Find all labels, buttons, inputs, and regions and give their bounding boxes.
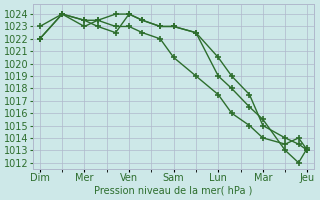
X-axis label: Pression niveau de la mer( hPa ): Pression niveau de la mer( hPa ) bbox=[94, 186, 253, 196]
